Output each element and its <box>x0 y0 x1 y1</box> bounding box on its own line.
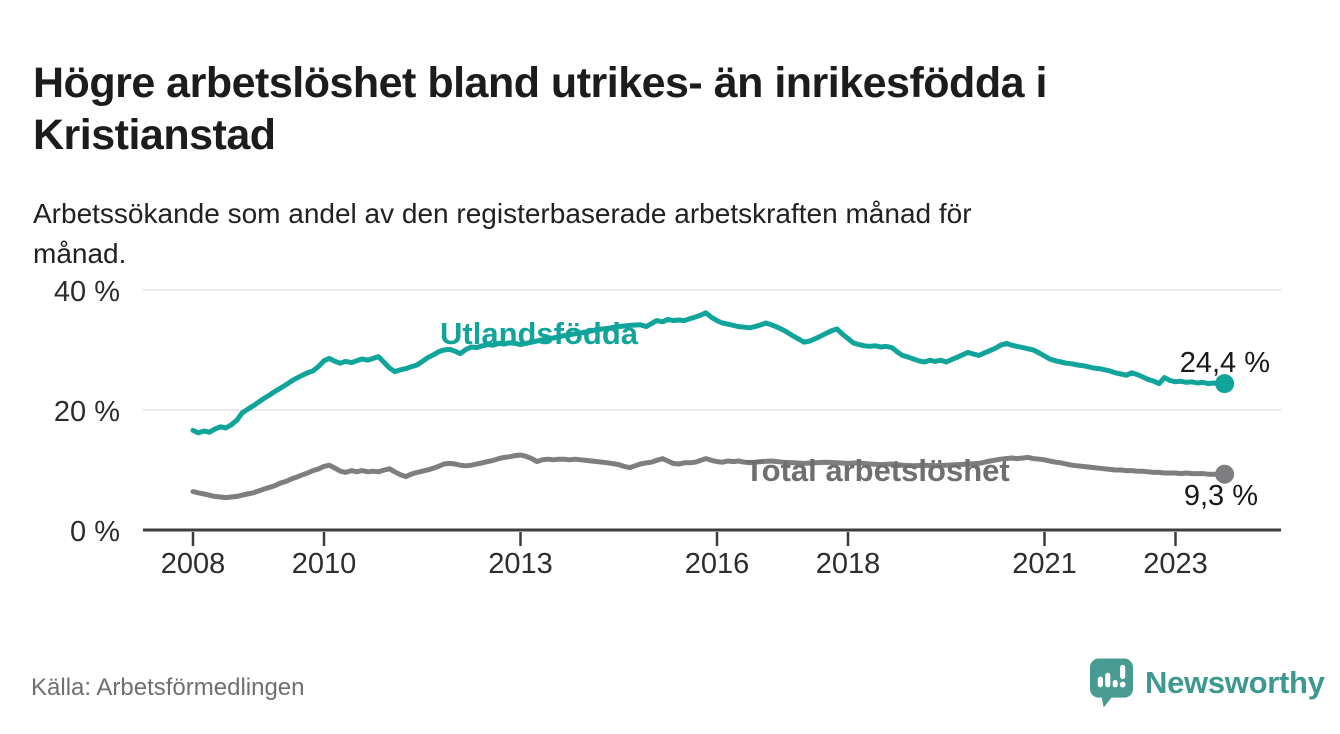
x-tick-label: 2016 <box>685 548 750 580</box>
logo-exclamation-stem <box>1120 664 1126 680</box>
series-label-utlandsfodda: Utlandsfödda <box>440 316 639 351</box>
logo-bar-3 <box>1112 680 1118 688</box>
source-note: Källa: Arbetsförmedlingen <box>31 674 305 701</box>
x-tick-label: 2010 <box>292 548 357 580</box>
logo-bar-1 <box>1097 676 1103 688</box>
y-tick-label: 40 % <box>54 276 120 308</box>
x-tick-label: 2018 <box>816 548 881 580</box>
series-end-dot-utlandsfodda <box>1215 374 1235 394</box>
logo-exclamation-dot <box>1119 681 1126 688</box>
newsworthy-logo: Newsworthy <box>1088 656 1325 709</box>
x-tick-label: 2021 <box>1012 548 1077 580</box>
logo-bar-2 <box>1105 672 1111 688</box>
series-end-value-total: 9,3 % <box>1184 480 1258 512</box>
series-end-value-utlandsfodda: 24,4 % <box>1180 347 1270 379</box>
series-line-utlandsfodda <box>190 310 1228 436</box>
page-title-line2: Kristianstad <box>33 110 276 159</box>
newsworthy-logo-icon <box>1089 658 1134 708</box>
x-tick-label: 2023 <box>1143 548 1208 580</box>
chart-subtitle: Arbetssökande som andel av den registerb… <box>33 194 1253 274</box>
series-label-total: Total arbetslöshet <box>745 453 1010 488</box>
page-title: Högre arbetslöshet bland utrikes- än inr… <box>33 57 1293 161</box>
series-line-total <box>190 452 1228 501</box>
series-end-dot-total <box>1215 464 1235 484</box>
newsworthy-logo-text: Newsworthy <box>1145 664 1325 700</box>
chart-subtitle-line2: månad. <box>33 238 127 269</box>
y-tick-label: 20 % <box>54 396 120 428</box>
speech-bubble-shape <box>1089 658 1134 708</box>
chart-area: 40 % 20 % 0 % 2008 2010 2013 2016 2018 2021 2023 U… <box>0 255 1340 595</box>
chart-subtitle-line1: Arbetssökande som andel av den registerb… <box>33 198 972 229</box>
x-tick-label: 2008 <box>161 548 226 580</box>
page-title-line1: Högre arbetslöshet bland utrikes- än inr… <box>33 58 1047 107</box>
x-tick-label: 2013 <box>488 548 553 580</box>
line-chart: 40 % 20 % 0 % 2008 2010 2013 2016 2018 2021 2023 U… <box>54 276 1281 580</box>
y-tick-label: 0 % <box>70 516 120 548</box>
